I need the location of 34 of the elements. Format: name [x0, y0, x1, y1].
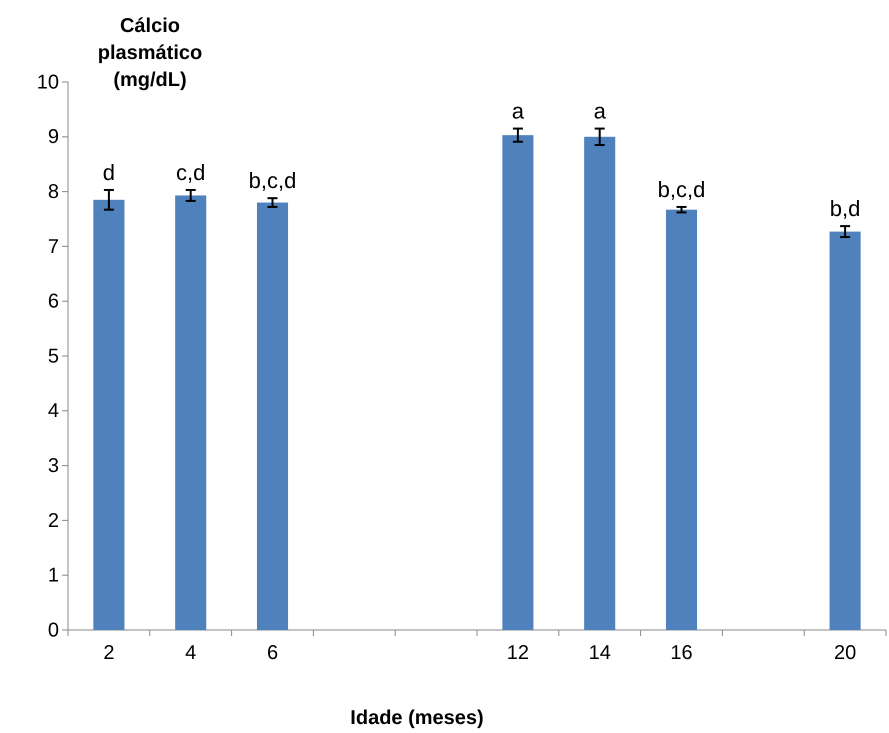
annotation: b,d	[830, 196, 860, 222]
bar	[93, 200, 124, 630]
y-tick-label: 6	[48, 290, 59, 313]
y-tick-label: 8	[48, 181, 59, 203]
y-tick-label: 4	[48, 400, 59, 422]
bar	[175, 195, 206, 630]
bar	[502, 135, 534, 630]
x-tick-label: 6	[266, 642, 278, 664]
y-tick-label: 9	[48, 126, 59, 148]
annotation: d	[102, 160, 116, 185]
x-axis-title: Idade (meses)	[350, 707, 484, 729]
annotation: a	[512, 98, 525, 124]
bar	[830, 232, 861, 630]
annotation: b,c,d	[658, 176, 706, 202]
y-axis-title: Cálcio plasmático (mg/dL)	[98, 15, 202, 91]
x-tick-label: 14	[588, 642, 611, 664]
y-tick-label: 5	[48, 345, 59, 368]
y-tick-label: 0	[48, 619, 59, 642]
x-tick-label: 12	[506, 642, 530, 664]
bar	[256, 202, 288, 630]
x-tick-label: 2	[103, 642, 114, 664]
y-tick-label: 3	[48, 455, 59, 477]
x-tick-label: 16	[670, 642, 693, 664]
bar	[666, 210, 698, 630]
bar	[584, 136, 616, 630]
y-tick-label: 2	[48, 510, 59, 532]
y-tick-label: 7	[48, 236, 59, 258]
annotation: a	[594, 98, 607, 124]
y-tick-label: 1	[48, 564, 59, 587]
x-tick-label: 4	[185, 642, 196, 664]
y-tick-label: 10	[36, 71, 59, 94]
annotation: c,d	[176, 160, 206, 185]
x-tick-label: 20	[834, 642, 856, 664]
annotation: b,c,d	[248, 168, 296, 194]
